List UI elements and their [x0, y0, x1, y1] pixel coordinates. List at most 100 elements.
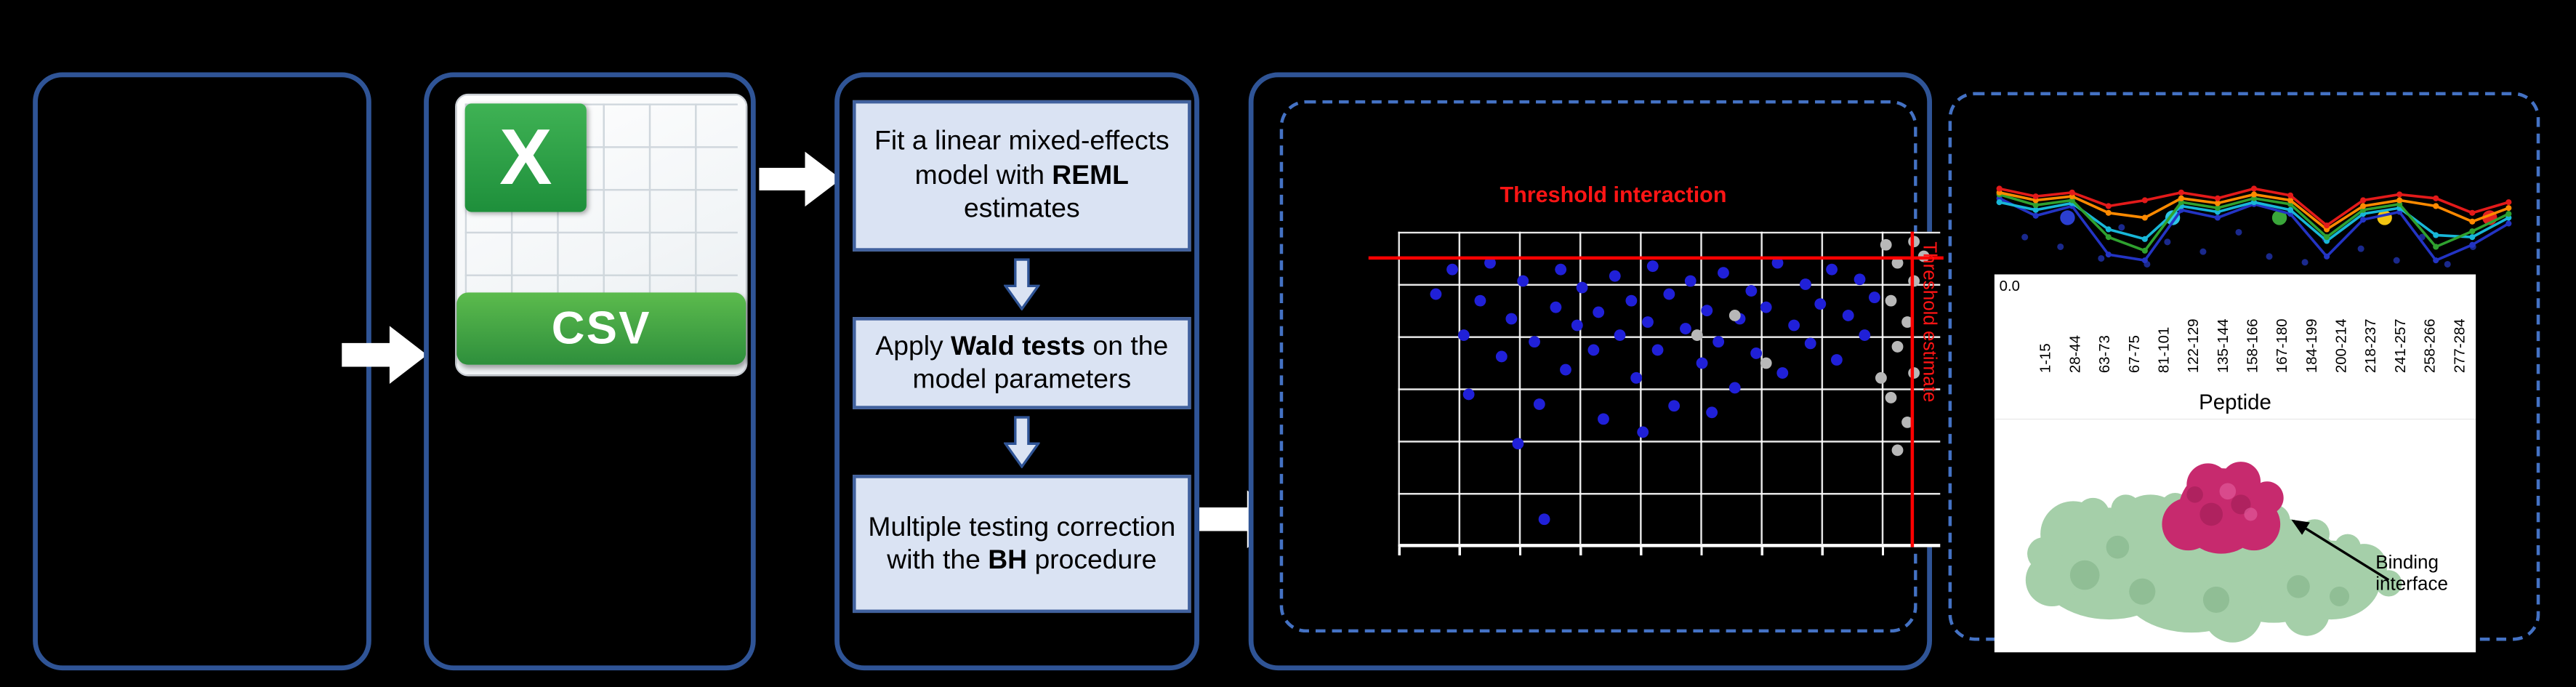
profile-marker — [2250, 185, 2258, 192]
profile-marker — [2287, 197, 2294, 204]
profile-marker — [2505, 220, 2512, 227]
blue-data-point — [1625, 294, 1638, 307]
profile-marker — [2505, 211, 2512, 217]
gray-data-point — [1760, 357, 1773, 369]
replicate-point — [2021, 233, 2029, 241]
blue-data-point — [1462, 388, 1475, 400]
blue-data-point — [1430, 288, 1442, 300]
profile-marker — [2105, 234, 2112, 241]
threshold-line-vertical — [1910, 231, 1914, 547]
peptide-tick-label: 158-166 — [2244, 318, 2261, 374]
profile-marker — [2324, 234, 2330, 241]
profile-marker — [2141, 247, 2148, 254]
profile-marker — [2105, 203, 2112, 209]
profile-marker — [2105, 209, 2112, 216]
step-text-bold: REML — [1052, 160, 1129, 190]
profile-marker — [2505, 205, 2512, 212]
profile-marker — [2141, 214, 2148, 221]
scatter-plot-area — [1398, 231, 1941, 547]
step-text: estimates — [964, 194, 1080, 224]
step-bh-correction: Multiple testing correction with the BH … — [853, 475, 1191, 614]
peptide-tick-label: 1-15 — [2037, 343, 2054, 374]
blue-data-point — [1718, 266, 1729, 278]
panel-csv: X CSV — [424, 72, 756, 671]
profile-marker — [2032, 193, 2039, 200]
replicate-point — [2301, 259, 2309, 266]
peptide-tick-label: 135-144 — [2214, 318, 2231, 374]
scatter-title: Threshold interaction — [1500, 182, 1727, 207]
blue-data-point — [1707, 406, 1718, 419]
peptide-tick-label: 200-214 — [2333, 318, 2350, 374]
gray-data-point — [1728, 310, 1740, 322]
profile-marker — [2287, 192, 2294, 198]
gray-data-point — [1891, 444, 1903, 457]
panel-pipeline: Fit a linear mixed-effects model with RE… — [834, 72, 1199, 671]
step-wald-tests: Apply Wald tests on the model parameters — [853, 317, 1191, 409]
panel-results: 0.0 1-15 28-44 63-73 67-75 81-101 122-129 135-… — [1948, 92, 2540, 653]
blue-data-point — [1685, 276, 1697, 288]
profile-marker — [2069, 189, 2075, 196]
profile-marker — [2433, 244, 2439, 250]
protein-structure-image: Binding interface — [1994, 419, 2476, 653]
legend-dot-icon — [2271, 210, 2287, 225]
blue-data-point — [1511, 438, 1524, 450]
blue-data-point — [1636, 425, 1648, 438]
flow-arrow-icon — [759, 151, 842, 207]
replicate-point — [2199, 248, 2207, 255]
blue-data-point — [1527, 335, 1539, 347]
profile-marker — [2178, 195, 2184, 201]
blue-data-point — [1484, 257, 1497, 269]
profile-x-axis: 0.0 1-15 28-44 63-73 67-75 81-101 122-129 135-… — [1994, 274, 2476, 419]
step-text-bold: Wald tests — [951, 331, 1086, 361]
profile-marker — [2433, 257, 2439, 264]
blue-data-point — [1598, 413, 1610, 425]
peptide-tick-label: 277-284 — [2451, 318, 2468, 374]
profile-marker — [2178, 189, 2184, 196]
replicate-point — [2098, 254, 2105, 262]
blue-data-point — [1560, 363, 1572, 375]
panel-input — [33, 72, 371, 671]
gray-data-point — [1690, 329, 1702, 341]
binding-interface-label: Binding interface — [2375, 553, 2448, 595]
profile-marker — [2469, 228, 2476, 235]
profile-marker — [2433, 195, 2439, 201]
profile-lines-svg — [1996, 185, 2512, 268]
profile-marker — [2396, 197, 2403, 204]
profile-marker — [2324, 222, 2330, 229]
blue-data-point — [1804, 338, 1816, 350]
peptide-tick-label: 167-180 — [2274, 318, 2290, 374]
blue-data-point — [1787, 319, 1800, 332]
blue-data-point — [1517, 276, 1529, 288]
blue-data-point — [1555, 263, 1567, 276]
profile-marker — [2469, 218, 2476, 225]
profile-marker — [2214, 214, 2221, 221]
blue-data-point — [1760, 300, 1773, 313]
replicate-point — [2057, 243, 2064, 251]
profile-marker — [2287, 206, 2294, 213]
profile-marker — [2105, 252, 2112, 258]
profile-line-blue — [1998, 197, 2510, 262]
threshold-vertical-label: Threshold estimate — [1918, 241, 1939, 403]
profile-marker — [2469, 234, 2476, 241]
csv-label: CSV — [456, 292, 746, 365]
blue-data-point — [1869, 291, 1881, 303]
profile-marker — [2141, 197, 2148, 204]
profile-marker — [2505, 199, 2512, 206]
replicate-point — [2357, 245, 2364, 252]
blue-data-point — [1641, 316, 1654, 329]
blue-data-point — [1744, 285, 1757, 297]
blue-data-point — [1647, 260, 1659, 272]
step-text-bold: BH — [988, 545, 1028, 576]
step-text: Multiple testing correction with the — [868, 512, 1176, 576]
blue-data-point — [1630, 372, 1643, 385]
legend-dot-icon — [2060, 210, 2075, 225]
blue-data-point — [1815, 297, 1827, 310]
blue-data-point — [1853, 273, 1865, 285]
replicate-point — [2266, 253, 2273, 260]
peptide-axis-labels: 1-15 28-44 63-73 67-75 81-101 122-129 135-144 1… — [2037, 278, 2468, 374]
blue-data-point — [1798, 278, 1811, 291]
blue-data-point — [1446, 263, 1458, 276]
peptide-profile-chart — [1995, 161, 2513, 274]
blue-data-point — [1712, 335, 1724, 347]
